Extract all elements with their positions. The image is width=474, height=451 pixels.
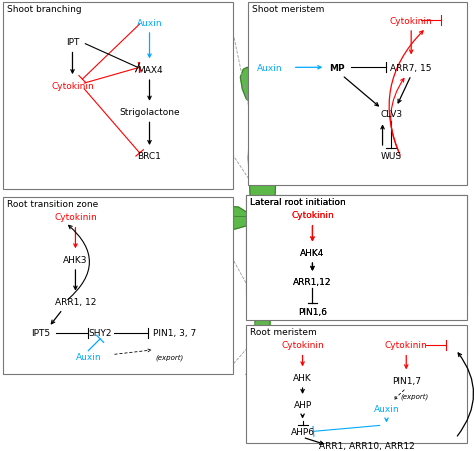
Text: Lateral root initiation: Lateral root initiation: [250, 198, 346, 207]
Bar: [255, 207, 271, 218]
Text: Auxin: Auxin: [374, 404, 399, 413]
Text: (export): (export): [155, 354, 183, 360]
Text: Root transition zone: Root transition zone: [7, 200, 99, 209]
Text: Strigolactone: Strigolactone: [119, 108, 180, 117]
Text: ARR7, 15: ARR7, 15: [391, 64, 432, 73]
FancyBboxPatch shape: [246, 196, 467, 294]
Bar: [255, 339, 271, 351]
Text: ARR1, ARR10, ARR12: ARR1, ARR10, ARR12: [319, 441, 415, 450]
Text: ARR1,12: ARR1,12: [293, 278, 332, 287]
Text: Cytokinin: Cytokinin: [291, 211, 334, 220]
Text: Cytokinin: Cytokinin: [281, 341, 324, 350]
Bar: [257, 96, 269, 106]
Text: IPT5: IPT5: [31, 329, 50, 338]
Text: Lateral root initiation: Lateral root initiation: [250, 198, 346, 207]
Text: PIN1,6: PIN1,6: [298, 307, 327, 316]
Text: Cytokinin: Cytokinin: [390, 17, 433, 26]
FancyBboxPatch shape: [3, 3, 233, 190]
Text: Auxin: Auxin: [137, 18, 162, 28]
Polygon shape: [271, 225, 319, 245]
FancyBboxPatch shape: [248, 3, 467, 186]
Text: Cytokinin: Cytokinin: [51, 81, 94, 90]
Text: AHK4: AHK4: [300, 248, 325, 257]
Text: Cytokinin: Cytokinin: [385, 341, 428, 350]
Text: Cytokinin: Cytokinin: [54, 213, 97, 222]
Polygon shape: [240, 68, 256, 105]
Polygon shape: [256, 82, 270, 97]
Text: MAX4: MAX4: [137, 65, 162, 74]
Text: ARR1,12: ARR1,12: [293, 278, 332, 287]
Text: PIN1,7: PIN1,7: [392, 376, 421, 385]
Polygon shape: [270, 68, 286, 105]
Text: AHK4: AHK4: [300, 248, 325, 257]
Text: MP: MP: [329, 64, 345, 73]
Text: Shoot branching: Shoot branching: [7, 5, 82, 14]
Text: ARR1, 12: ARR1, 12: [55, 297, 96, 306]
Text: CLV3: CLV3: [380, 110, 402, 119]
Polygon shape: [246, 80, 279, 423]
Text: PIN1,6: PIN1,6: [298, 307, 327, 316]
FancyBboxPatch shape: [3, 198, 233, 374]
Text: SHY2: SHY2: [88, 329, 112, 338]
Text: WUS: WUS: [381, 152, 402, 161]
Text: AHK3: AHK3: [63, 255, 88, 264]
Text: BRC1: BRC1: [137, 152, 162, 161]
Text: (export): (export): [400, 393, 428, 399]
Text: AHP: AHP: [293, 400, 312, 410]
Text: Root meristem: Root meristem: [250, 327, 317, 336]
Text: Auxin: Auxin: [75, 352, 101, 361]
Bar: [255, 290, 271, 302]
Text: Shoot meristem: Shoot meristem: [252, 5, 325, 14]
Polygon shape: [169, 206, 254, 235]
Text: PIN1, 3, 7: PIN1, 3, 7: [153, 329, 196, 338]
Text: Auxin: Auxin: [257, 64, 283, 73]
Text: AHP6: AHP6: [291, 427, 315, 436]
Text: Cytokinin: Cytokinin: [291, 211, 334, 220]
Text: IPT: IPT: [66, 38, 79, 47]
FancyBboxPatch shape: [246, 325, 467, 443]
Text: AHK: AHK: [293, 373, 312, 382]
FancyBboxPatch shape: [246, 196, 467, 321]
